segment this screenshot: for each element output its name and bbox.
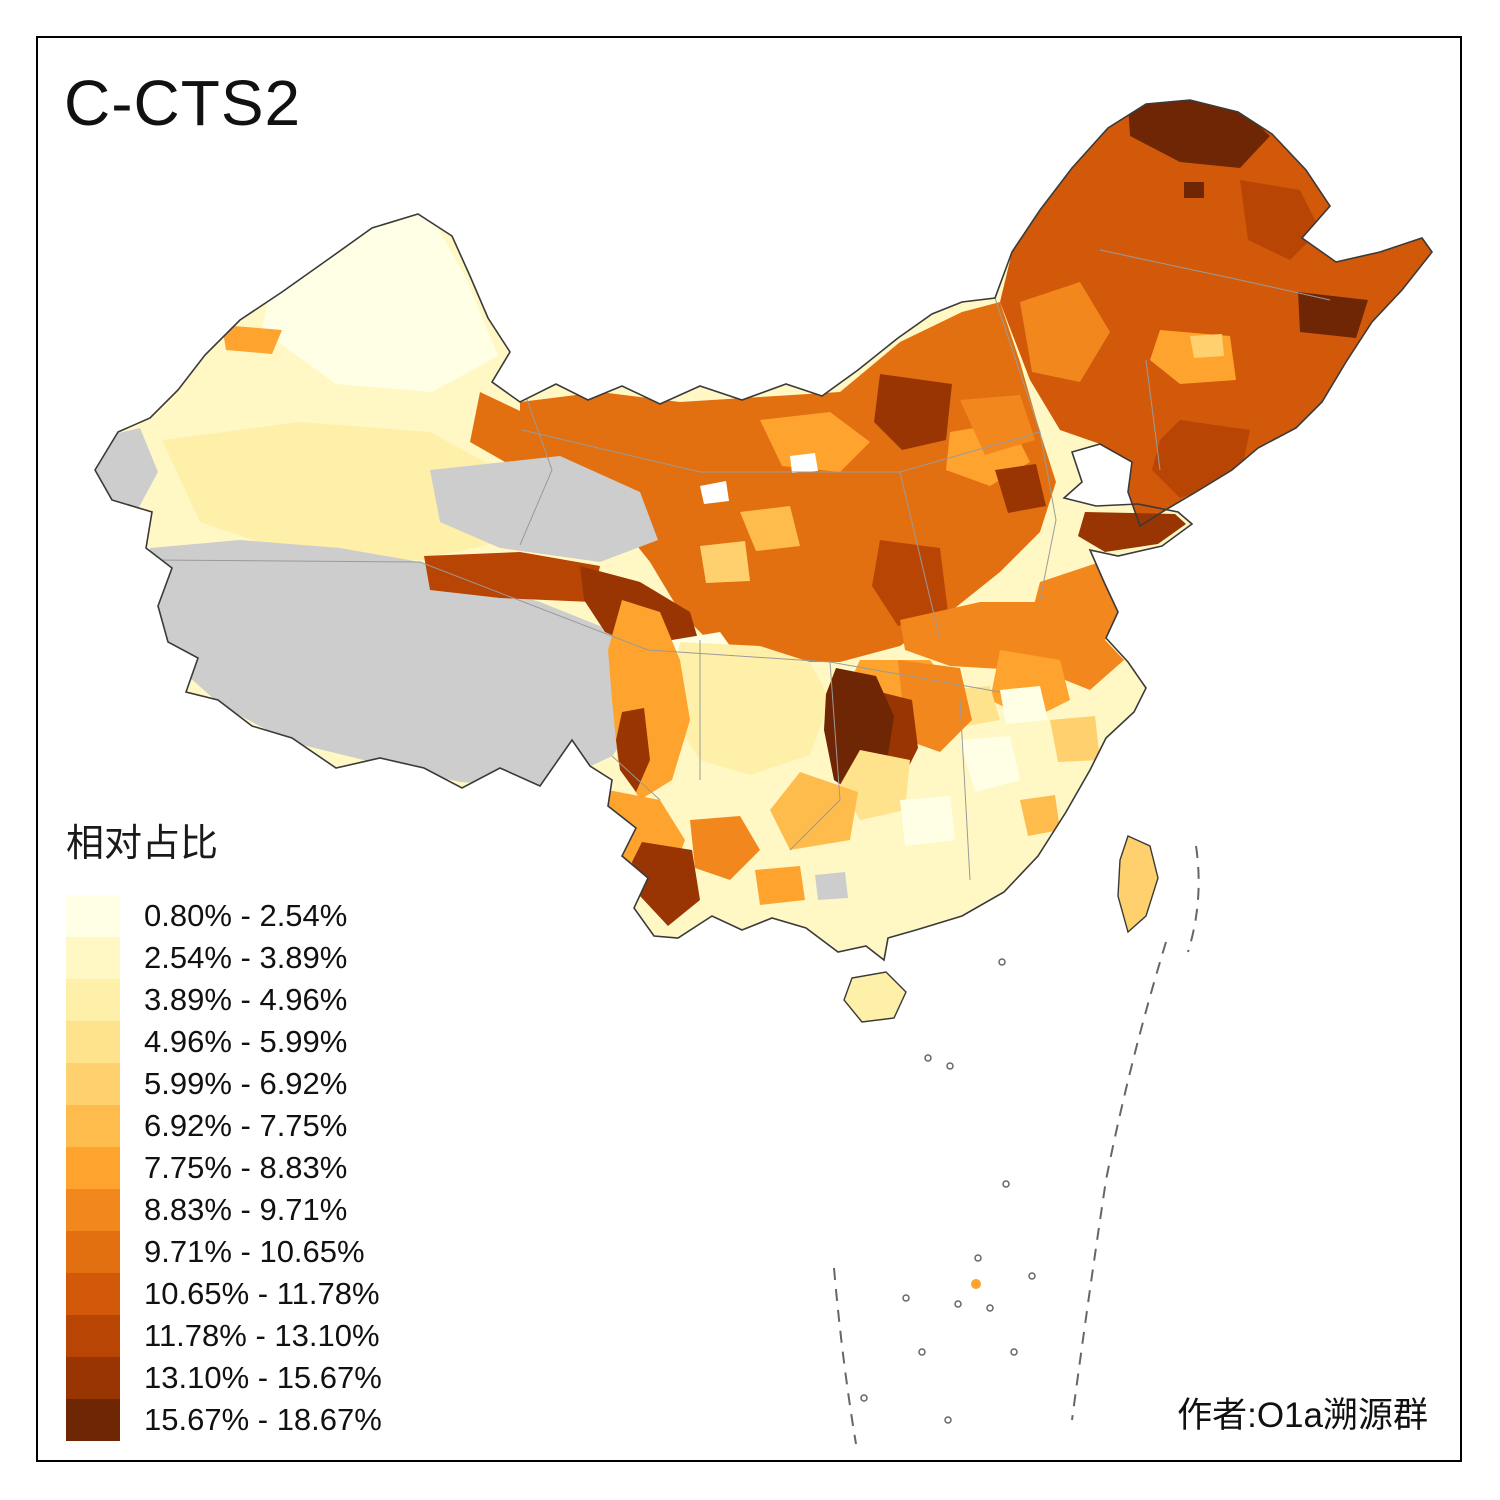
- legend-swatch: [66, 1315, 120, 1357]
- region-shandong-peninsula-dark: [1078, 512, 1186, 552]
- legend-label: 7.75% - 8.83%: [144, 1150, 348, 1185]
- legend-swatch: [66, 1399, 120, 1441]
- region-heilongjiang-east-dark: [1240, 180, 1320, 260]
- legend-label: 3.89% - 4.96%: [144, 982, 348, 1017]
- region-white-gap-1: [700, 481, 729, 504]
- legend-label: 11.78% - 13.10%: [144, 1318, 380, 1353]
- legend-label: 4.96% - 5.99%: [144, 1024, 348, 1059]
- region-se-cream-2: [900, 796, 955, 846]
- legend-item: 2.54% - 3.89%: [66, 937, 382, 979]
- legend-item: 3.89% - 4.96%: [66, 979, 382, 1021]
- legend-item: 9.71% - 10.65%: [66, 1231, 382, 1273]
- region-zhejiang-orange: [1050, 716, 1100, 762]
- region-northeast: [1000, 100, 1432, 526]
- legend-label: 0.80% - 2.54%: [144, 898, 348, 933]
- legend-swatch: [66, 895, 120, 937]
- legend-label: 10.65% - 11.78%: [144, 1276, 380, 1311]
- legend-item: 7.75% - 8.83%: [66, 1147, 382, 1189]
- region-qinghai-nodata: [430, 456, 658, 562]
- region-shaanxi-light: [740, 506, 800, 551]
- region-jilin-light-2: [1190, 334, 1224, 358]
- legend-item: 6.92% - 7.75%: [66, 1105, 382, 1147]
- region-nw-yunnan-dark-sliver: [616, 708, 650, 792]
- legend-swatch: [66, 1063, 120, 1105]
- region-east-sichuan-orange: [898, 660, 972, 752]
- province-borders: [151, 249, 1331, 881]
- legend-swatch: [66, 979, 120, 1021]
- hainan-island: [843, 971, 907, 1023]
- legend-rows: 0.80% - 2.54% 2.54% - 3.89% 3.89% - 4.96…: [66, 895, 382, 1441]
- legend-item: 0.80% - 2.54%: [66, 895, 382, 937]
- region-inner-mongolia-light-1: [760, 412, 870, 472]
- legend-swatch: [66, 1021, 120, 1063]
- region-beijing-dark: [995, 464, 1046, 513]
- region-guangxi-nodata: [815, 872, 848, 900]
- plot-border: [36, 36, 1462, 1462]
- legend-label: 15.67% - 18.67%: [144, 1402, 382, 1437]
- nine-dash-line: [833, 845, 1200, 1445]
- attribution-text: 作者:O1a溯源群: [1177, 1396, 1428, 1435]
- legend-item: 11.78% - 13.10%: [66, 1315, 382, 1357]
- region-fujian-spot: [1020, 795, 1060, 836]
- region-guangxi-orange: [755, 866, 805, 905]
- region-tibet-band-west: [424, 552, 600, 602]
- map-title: C-CTS2: [64, 67, 302, 139]
- mainland-outline: [94, 99, 1434, 962]
- legend-item: 8.83% - 9.71%: [66, 1189, 382, 1231]
- legend-item: 5.99% - 6.92%: [66, 1063, 382, 1105]
- legend-label: 9.71% - 10.65%: [144, 1234, 365, 1269]
- sea-islands-dots: [860, 958, 1036, 1424]
- legend-swatch: [66, 1273, 120, 1315]
- legend-swatch: [66, 1147, 120, 1189]
- legend-item: 13.10% - 15.67%: [66, 1357, 382, 1399]
- legend-swatch: [66, 1105, 120, 1147]
- region-hebei-north: [960, 395, 1035, 455]
- legend-label: 5.99% - 6.92%: [144, 1066, 348, 1101]
- region-se-cream-3: [1000, 686, 1048, 724]
- legend-label: 8.83% - 9.71%: [144, 1192, 348, 1227]
- region-gansu-light: [700, 541, 750, 583]
- legend-title: 相对占比: [66, 823, 219, 865]
- region-se-cream-1: [960, 736, 1020, 792]
- sea-islet-colored: [971, 1279, 981, 1289]
- region-guizhou-mid: [770, 772, 858, 850]
- region-heilongjiang-dark-dot: [1184, 182, 1204, 198]
- legend-item: 15.67% - 18.67%: [66, 1399, 382, 1441]
- legend-label: 6.92% - 7.75%: [144, 1108, 348, 1143]
- legend-swatch: [66, 1231, 120, 1273]
- region-jilin-east-dark: [1298, 292, 1368, 338]
- legend-item: 10.65% - 11.78%: [66, 1273, 382, 1315]
- region-yunnan-east: [690, 816, 760, 880]
- legend-label: 13.10% - 15.67%: [144, 1360, 382, 1395]
- region-jiangsu: [1030, 562, 1124, 690]
- region-northeast-west: [1020, 282, 1110, 382]
- region-tarim-basin: [162, 422, 508, 560]
- region-shanxi-dark: [872, 540, 948, 626]
- legend-item: 4.96% - 5.99%: [66, 1021, 382, 1063]
- legend: 相对占比 0.80% - 2.54% 2.54% - 3.89% 3.89% -…: [66, 812, 382, 1441]
- region-tibet-nodata: [150, 540, 655, 788]
- region-xinjiang-orange-spot: [222, 325, 282, 354]
- region-sichuan-basin: [668, 642, 830, 775]
- region-hunan-light: [840, 750, 910, 820]
- region-henan: [900, 602, 1060, 670]
- legend-swatch: [66, 937, 120, 979]
- legend-swatch: [66, 1357, 120, 1399]
- region-heilongjiang-top-dark: [1128, 100, 1270, 168]
- taiwan-island: [1117, 835, 1159, 934]
- region-white-gap-2: [790, 453, 818, 473]
- region-yunnan-dark: [632, 842, 700, 926]
- region-inner-mongolia-dark: [874, 374, 952, 450]
- legend-swatch: [66, 1189, 120, 1231]
- legend-label: 2.54% - 3.89%: [144, 940, 348, 975]
